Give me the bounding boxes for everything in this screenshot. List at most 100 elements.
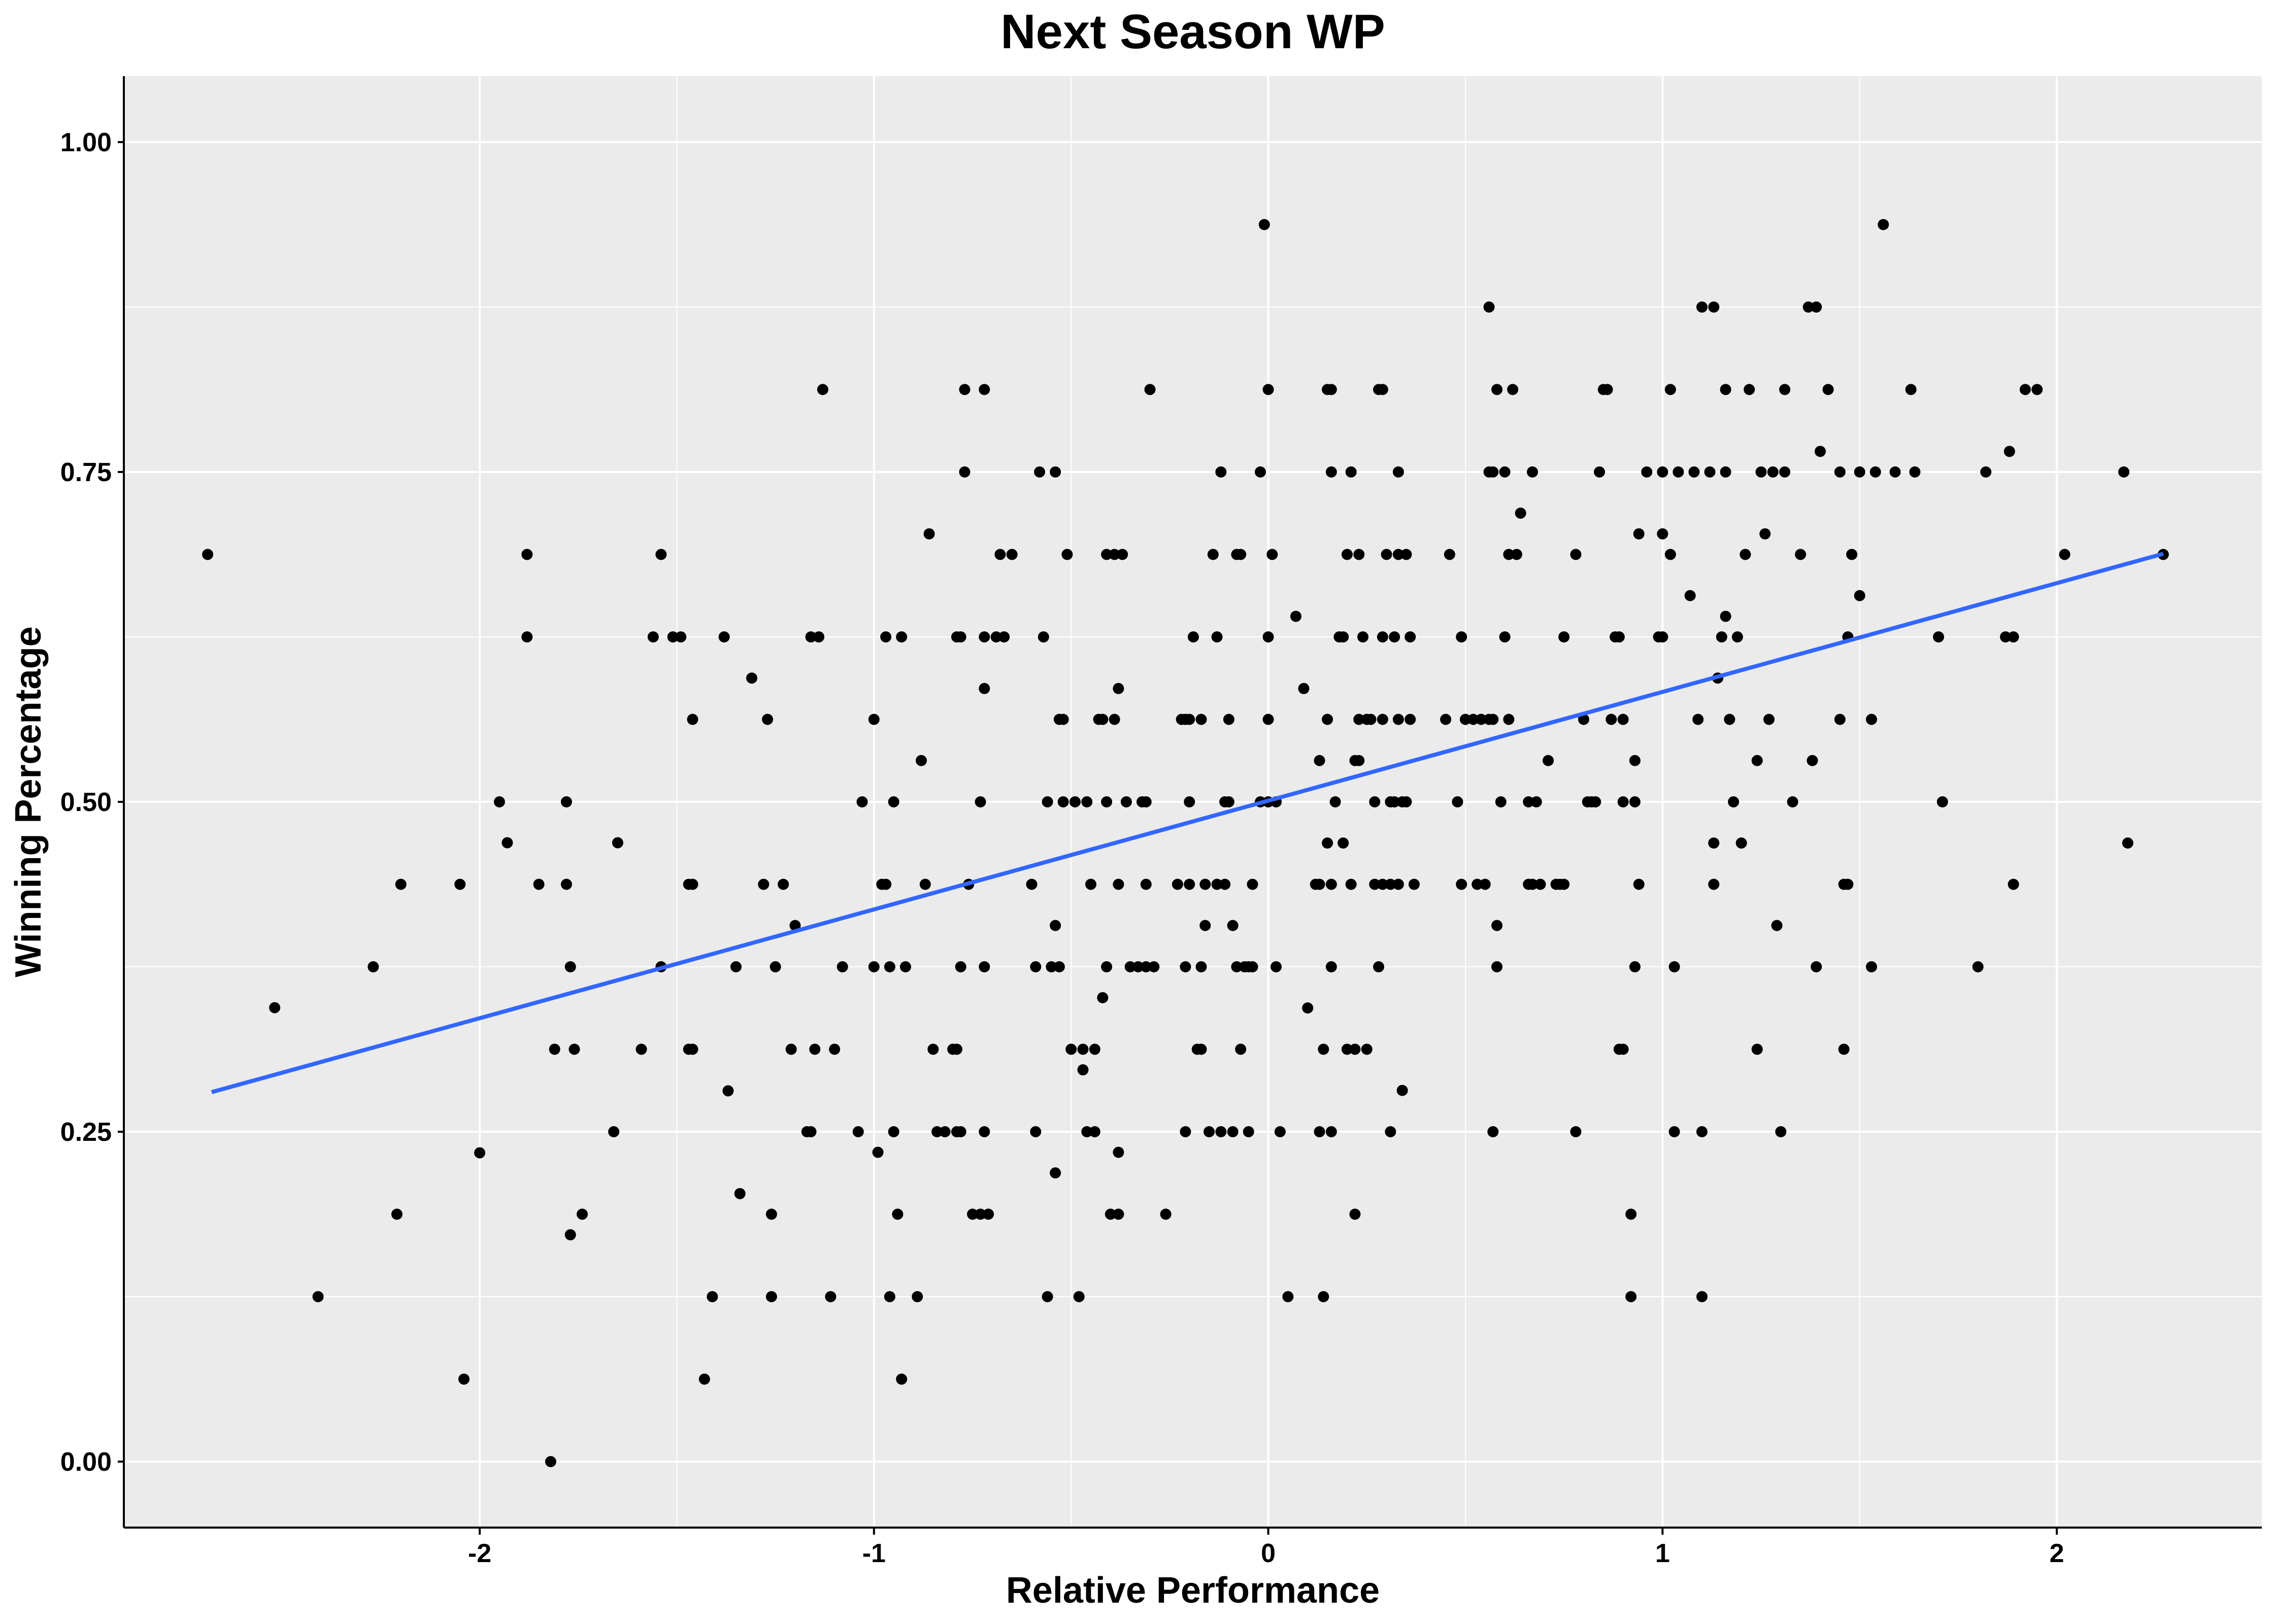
data-point xyxy=(1057,714,1069,725)
data-point xyxy=(1606,714,1617,725)
data-point xyxy=(1314,878,1325,890)
data-point xyxy=(1053,961,1065,972)
data-point xyxy=(655,549,667,560)
data-point xyxy=(636,1043,647,1055)
data-point xyxy=(1534,878,1546,890)
data-point xyxy=(1408,878,1420,890)
data-point xyxy=(1720,384,1731,395)
data-point xyxy=(1889,466,1901,478)
data-point xyxy=(1369,878,1381,890)
data-point xyxy=(746,672,758,684)
data-point xyxy=(2031,384,2043,395)
data-point xyxy=(1282,1291,1294,1302)
data-point xyxy=(1113,683,1124,694)
data-point xyxy=(1491,384,1503,395)
data-point xyxy=(560,878,572,890)
data-point xyxy=(1113,878,1124,890)
data-point xyxy=(967,1208,979,1220)
data-point xyxy=(1909,466,1921,478)
data-point xyxy=(1101,549,1113,560)
data-point xyxy=(1459,714,1471,725)
data-point xyxy=(1807,755,1818,766)
data-point xyxy=(1771,920,1783,931)
data-point xyxy=(1227,1126,1239,1137)
data-point xyxy=(1523,796,1534,807)
data-point xyxy=(1140,878,1152,890)
data-point xyxy=(1184,714,1195,725)
data-point xyxy=(1392,466,1404,478)
data-point xyxy=(1933,631,1945,642)
data-point xyxy=(1314,1126,1325,1137)
data-point xyxy=(1392,714,1404,725)
data-point xyxy=(1866,714,1878,725)
data-point xyxy=(1061,549,1073,560)
data-point xyxy=(896,1373,908,1385)
data-point xyxy=(959,466,971,478)
data-point xyxy=(1353,549,1365,560)
data-point xyxy=(1365,714,1377,725)
data-point xyxy=(1069,796,1081,807)
data-point xyxy=(785,1043,797,1055)
data-point xyxy=(1184,878,1195,890)
data-point xyxy=(1724,714,1735,725)
data-point xyxy=(979,961,990,972)
data-point xyxy=(762,714,774,725)
data-point xyxy=(1787,796,1798,807)
data-point xyxy=(884,1291,895,1302)
data-point xyxy=(1483,301,1495,313)
data-point xyxy=(1487,714,1499,725)
data-point xyxy=(1684,590,1696,601)
data-point xyxy=(1625,1291,1637,1302)
y-tick-label: 1.00 xyxy=(60,128,112,157)
data-point xyxy=(912,1291,923,1302)
data-point xyxy=(1325,1126,1337,1137)
data-point xyxy=(1558,878,1570,890)
data-point xyxy=(707,1291,718,1302)
data-point xyxy=(868,961,880,972)
data-point xyxy=(1802,301,1814,313)
data-point xyxy=(1199,920,1211,931)
data-point xyxy=(474,1147,486,1159)
data-point xyxy=(1057,796,1069,807)
data-point xyxy=(395,878,407,890)
data-point xyxy=(1030,961,1042,972)
data-point xyxy=(1329,796,1341,807)
data-point xyxy=(1081,796,1093,807)
data-point xyxy=(899,961,911,972)
data-point xyxy=(1716,631,1727,642)
data-points xyxy=(202,219,2169,1467)
data-point xyxy=(1207,549,1219,560)
data-point xyxy=(1385,878,1396,890)
data-point xyxy=(1132,961,1144,972)
data-point xyxy=(269,1002,281,1013)
data-point xyxy=(1728,796,1740,807)
data-point xyxy=(568,1043,580,1055)
data-point xyxy=(1972,961,1984,972)
data-point xyxy=(1467,714,1479,725)
data-point xyxy=(1527,466,1539,478)
data-point xyxy=(1751,755,1763,766)
data-point xyxy=(454,878,466,890)
data-point xyxy=(1113,1146,1124,1158)
data-point xyxy=(1767,466,1779,478)
data-point xyxy=(1199,878,1211,890)
data-point xyxy=(809,1043,821,1055)
data-point xyxy=(1472,878,1483,890)
data-point xyxy=(1854,466,1865,478)
data-point xyxy=(1097,714,1109,725)
data-point xyxy=(545,1456,556,1467)
data-point xyxy=(1838,1043,1850,1055)
data-point xyxy=(1373,961,1385,972)
data-point xyxy=(919,878,931,890)
data-point xyxy=(2059,549,2070,560)
data-point xyxy=(1795,549,1807,560)
data-point xyxy=(1097,992,1109,1003)
data-point xyxy=(872,1146,884,1158)
data-point xyxy=(1834,466,1846,478)
data-point xyxy=(888,1126,899,1137)
data-point xyxy=(916,755,927,766)
data-point xyxy=(998,631,1010,642)
data-point xyxy=(1779,466,1791,478)
data-point xyxy=(1980,466,1992,478)
